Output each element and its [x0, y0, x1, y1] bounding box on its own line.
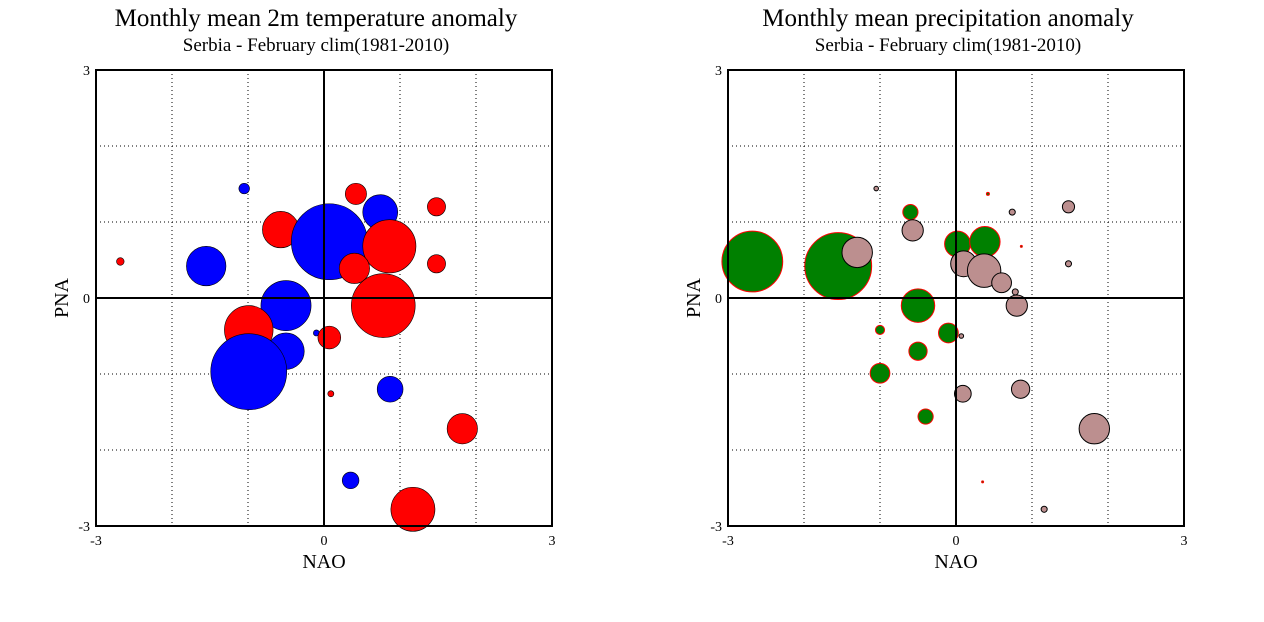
data-point-positive	[317, 325, 342, 350]
x-tick-label: 0	[321, 534, 328, 549]
data-point-positive	[427, 197, 446, 217]
data-point-positive	[938, 322, 959, 344]
y-tick-label: 3	[715, 64, 722, 79]
chart-title: Monthly mean precipitation anomaly	[762, 5, 1134, 32]
data-point-negative	[1040, 505, 1048, 513]
temperature-anomaly-panel: Monthly mean 2m temperature anomaly Serb…	[51, 5, 556, 573]
data-point-positive	[1019, 244, 1023, 248]
data-point-negative	[841, 236, 873, 269]
plot-frame	[95, 69, 553, 527]
precipitation-anomaly-chart: -3 0 3 -3 0 3 NAO PNA	[683, 64, 1188, 573]
data-point-negative	[341, 471, 360, 490]
x-tick-label: 3	[1181, 534, 1188, 549]
data-point-positive	[390, 486, 436, 532]
plot-frame	[727, 69, 1185, 527]
x-tick-label: 3	[549, 534, 556, 549]
data-point-positive	[900, 288, 936, 323]
x-tick-label: -3	[722, 534, 734, 549]
y-tick-label: -3	[78, 520, 90, 535]
data-point-negative	[376, 375, 404, 403]
y-tick-label: 3	[83, 64, 90, 79]
data-point-positive	[969, 226, 1001, 258]
y-axis-label: PNA	[683, 277, 705, 318]
data-point-positive	[981, 480, 985, 484]
data-point-negative	[953, 384, 972, 403]
x-axis-label: NAO	[302, 551, 345, 573]
data-point-negative	[1010, 379, 1031, 399]
data-point-negative	[958, 333, 965, 339]
data-point-positive	[874, 324, 886, 335]
data-point-positive	[116, 257, 125, 266]
data-point-positive	[869, 362, 891, 384]
x-axis-label: NAO	[934, 551, 977, 573]
data-point-positive	[327, 390, 335, 398]
precipitation-anomaly-panel: Monthly mean precipitation anomaly Serbi…	[632, 0, 1264, 622]
temperature-anomaly-chart: -3 0 3 -3 0 3 NAO PNA	[51, 64, 556, 573]
data-point-positive	[351, 273, 416, 338]
data-point-positive	[362, 219, 417, 274]
data-point-positive	[908, 341, 928, 361]
data-point-negative	[991, 272, 1012, 294]
data-point-negative	[1005, 294, 1028, 317]
data-point-positive	[902, 204, 919, 221]
data-point-positive	[344, 182, 367, 205]
data-point-positive	[338, 252, 370, 284]
data-point-positive	[917, 408, 934, 425]
y-tick-label: 0	[715, 292, 722, 307]
data-point-negative	[210, 333, 288, 411]
x-tick-label: 0	[953, 534, 960, 549]
chart-subtitle: Serbia - February clim(1981-2010)	[182, 35, 450, 56]
data-point-negative	[238, 182, 250, 195]
data-point-negative	[1061, 200, 1076, 214]
x-tick-label: -3	[90, 534, 102, 549]
data-point-negative	[1011, 288, 1019, 296]
chart-subtitle: Serbia - February clim(1981-2010)	[814, 35, 1082, 56]
data-point-negative	[901, 219, 924, 242]
data-point-negative	[186, 246, 227, 287]
data-point-positive	[985, 191, 990, 196]
data-point-negative	[260, 280, 312, 331]
y-tick-label: -3	[710, 520, 722, 535]
chart-title: Monthly mean 2m temperature anomaly	[114, 5, 518, 32]
data-point-negative	[1064, 260, 1073, 268]
data-point-positive	[446, 413, 478, 445]
y-axis-label: PNA	[51, 277, 73, 318]
data-point-positive	[427, 254, 446, 274]
data-point-positive	[721, 230, 784, 293]
data-point-negative	[1078, 413, 1111, 445]
data-point-negative	[873, 185, 879, 192]
data-point-negative	[1008, 208, 1016, 216]
y-tick-label: 0	[83, 292, 90, 307]
